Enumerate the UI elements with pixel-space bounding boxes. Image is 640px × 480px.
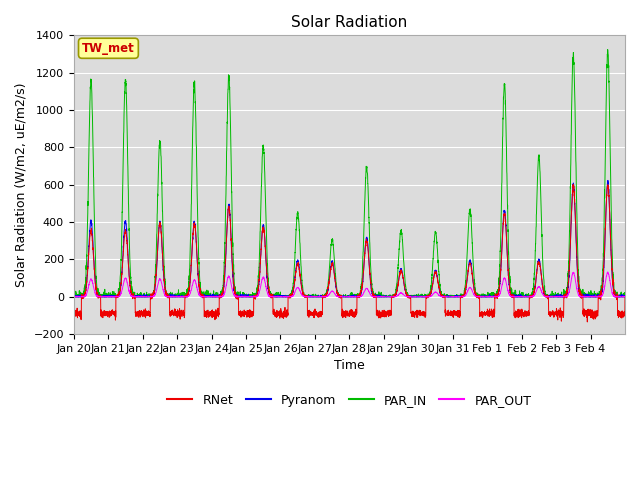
X-axis label: Time: Time (334, 360, 365, 372)
Legend: RNet, Pyranom, PAR_IN, PAR_OUT: RNet, Pyranom, PAR_IN, PAR_OUT (163, 389, 536, 411)
Y-axis label: Solar Radiation (W/m2, uE/m2/s): Solar Radiation (W/m2, uE/m2/s) (15, 83, 28, 287)
Title: Solar Radiation: Solar Radiation (291, 15, 408, 30)
Text: TW_met: TW_met (82, 42, 135, 55)
